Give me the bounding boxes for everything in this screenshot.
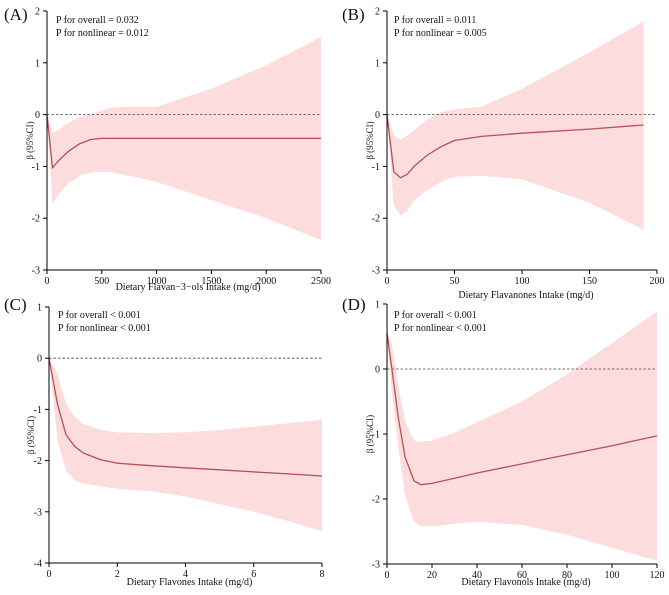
y-tick-label: 0 (35, 110, 40, 121)
panel-letter: (D) (342, 295, 366, 314)
y-tick-label: 1 (35, 58, 40, 69)
y-axis-title: β (95%CI) (26, 416, 36, 454)
x-tick-label: 80 (562, 570, 572, 581)
x-tick-label: 0 (45, 276, 50, 287)
y-tick-label: 1 (37, 303, 42, 314)
p-value-annotation: P for nonlinear = 0.012 (56, 28, 149, 39)
x-tick-label: 6 (251, 569, 256, 580)
panel-letter: (A) (4, 5, 28, 24)
x-tick-label: 1000 (147, 276, 167, 287)
p-value-annotation: P for overall < 0.001 (394, 310, 477, 321)
y-tick-label: -2 (372, 495, 380, 506)
panel-B: -3 -2 -1 0 1 2 0 50 100 150 200 Dietary Flavanones … (342, 5, 665, 301)
x-tick-label: 0 (385, 570, 390, 581)
x-tick-label: 40 (472, 570, 482, 581)
x-axis-title: Dietary Flavanones Intake (mg/d) (458, 290, 593, 301)
x-tick-label: 4 (183, 569, 188, 580)
p-value-annotation: P for overall = 0.032 (56, 15, 139, 26)
x-tick-label: 0 (47, 569, 52, 580)
panel-A: -3 -2 -1 0 1 2 0 500 1000 1500 2000 2500 Dietary Fla… (4, 5, 331, 293)
x-tick-label: 60 (517, 570, 527, 581)
estimate-line (386, 114, 644, 179)
x-axis-title: Dietary Flavan−3−ols Intake (mg/d) (116, 282, 261, 293)
panel-letter: (B) (342, 5, 365, 24)
x-tick-label: 200 (650, 276, 665, 287)
y-tick-label: 0 (37, 354, 42, 365)
x-tick-label: 8 (320, 569, 325, 580)
y-tick-label: 1 (375, 300, 380, 311)
x-axis-title: Dietary Flavonols Intake (mg/d) (461, 577, 590, 588)
y-tick-label: -1 (34, 405, 42, 416)
x-axis-title: Dietary Flavones Intake (mg/d) (127, 577, 253, 588)
y-tick-label: 1 (375, 58, 380, 69)
y-tick-label: 0 (375, 365, 380, 376)
p-value-annotation: P for overall = 0.011 (394, 15, 476, 26)
y-tick-label: -3 (34, 507, 42, 518)
estimate-line (48, 358, 323, 477)
x-tick-label: 100 (605, 570, 620, 581)
x-tick-label: 50 (450, 276, 460, 287)
p-value-annotation: P for nonlinear = 0.005 (394, 28, 487, 39)
y-tick-label: -2 (372, 214, 380, 225)
confidence-band (49, 358, 322, 532)
panel-letter: (C) (4, 295, 27, 314)
x-tick-label: 100 (515, 276, 530, 287)
y-tick-label: -3 (372, 266, 380, 277)
y-tick-label: -3 (372, 560, 380, 571)
y-tick-label: 0 (375, 110, 380, 121)
y-tick-label: -1 (32, 162, 40, 173)
x-tick-label: 120 (650, 570, 665, 581)
y-tick-label: -4 (34, 559, 42, 570)
panel-C: -4 -3 -2 -1 0 1 0 2 4 6 8 Dietary Flavones Intake (… (4, 295, 325, 588)
y-tick-label: -3 (32, 266, 40, 277)
p-value-annotation: P for nonlinear < 0.001 (58, 323, 151, 334)
y-tick-label: 2 (375, 7, 380, 18)
x-tick-label: 2500 (311, 276, 331, 287)
y-tick-label: -2 (32, 214, 40, 225)
confidence-band (387, 311, 657, 561)
x-tick-label: 2 (115, 569, 120, 580)
x-tick-label: 0 (385, 276, 390, 287)
y-axis-title: β (95%CI) (25, 121, 35, 159)
estimate-line (386, 333, 658, 486)
estimate-line (46, 114, 321, 169)
p-value-annotation: P for nonlinear < 0.001 (394, 323, 487, 334)
y-axis-title: β (95%CI) (365, 415, 375, 453)
y-tick-label: 2 (35, 7, 40, 18)
p-value-annotation: P for overall < 0.001 (58, 310, 141, 321)
x-tick-label: 20 (427, 570, 437, 581)
x-tick-label: 150 (582, 276, 597, 287)
x-tick-label: 500 (94, 276, 109, 287)
y-tick-label: -2 (34, 456, 42, 467)
y-tick-label: -1 (372, 162, 380, 173)
y-tick-label: -1 (372, 430, 380, 441)
y-axis-title: β (95%CI) (365, 121, 375, 159)
confidence-band (387, 21, 644, 230)
x-tick-label: 1500 (201, 276, 221, 287)
x-tick-label: 2000 (256, 276, 276, 287)
